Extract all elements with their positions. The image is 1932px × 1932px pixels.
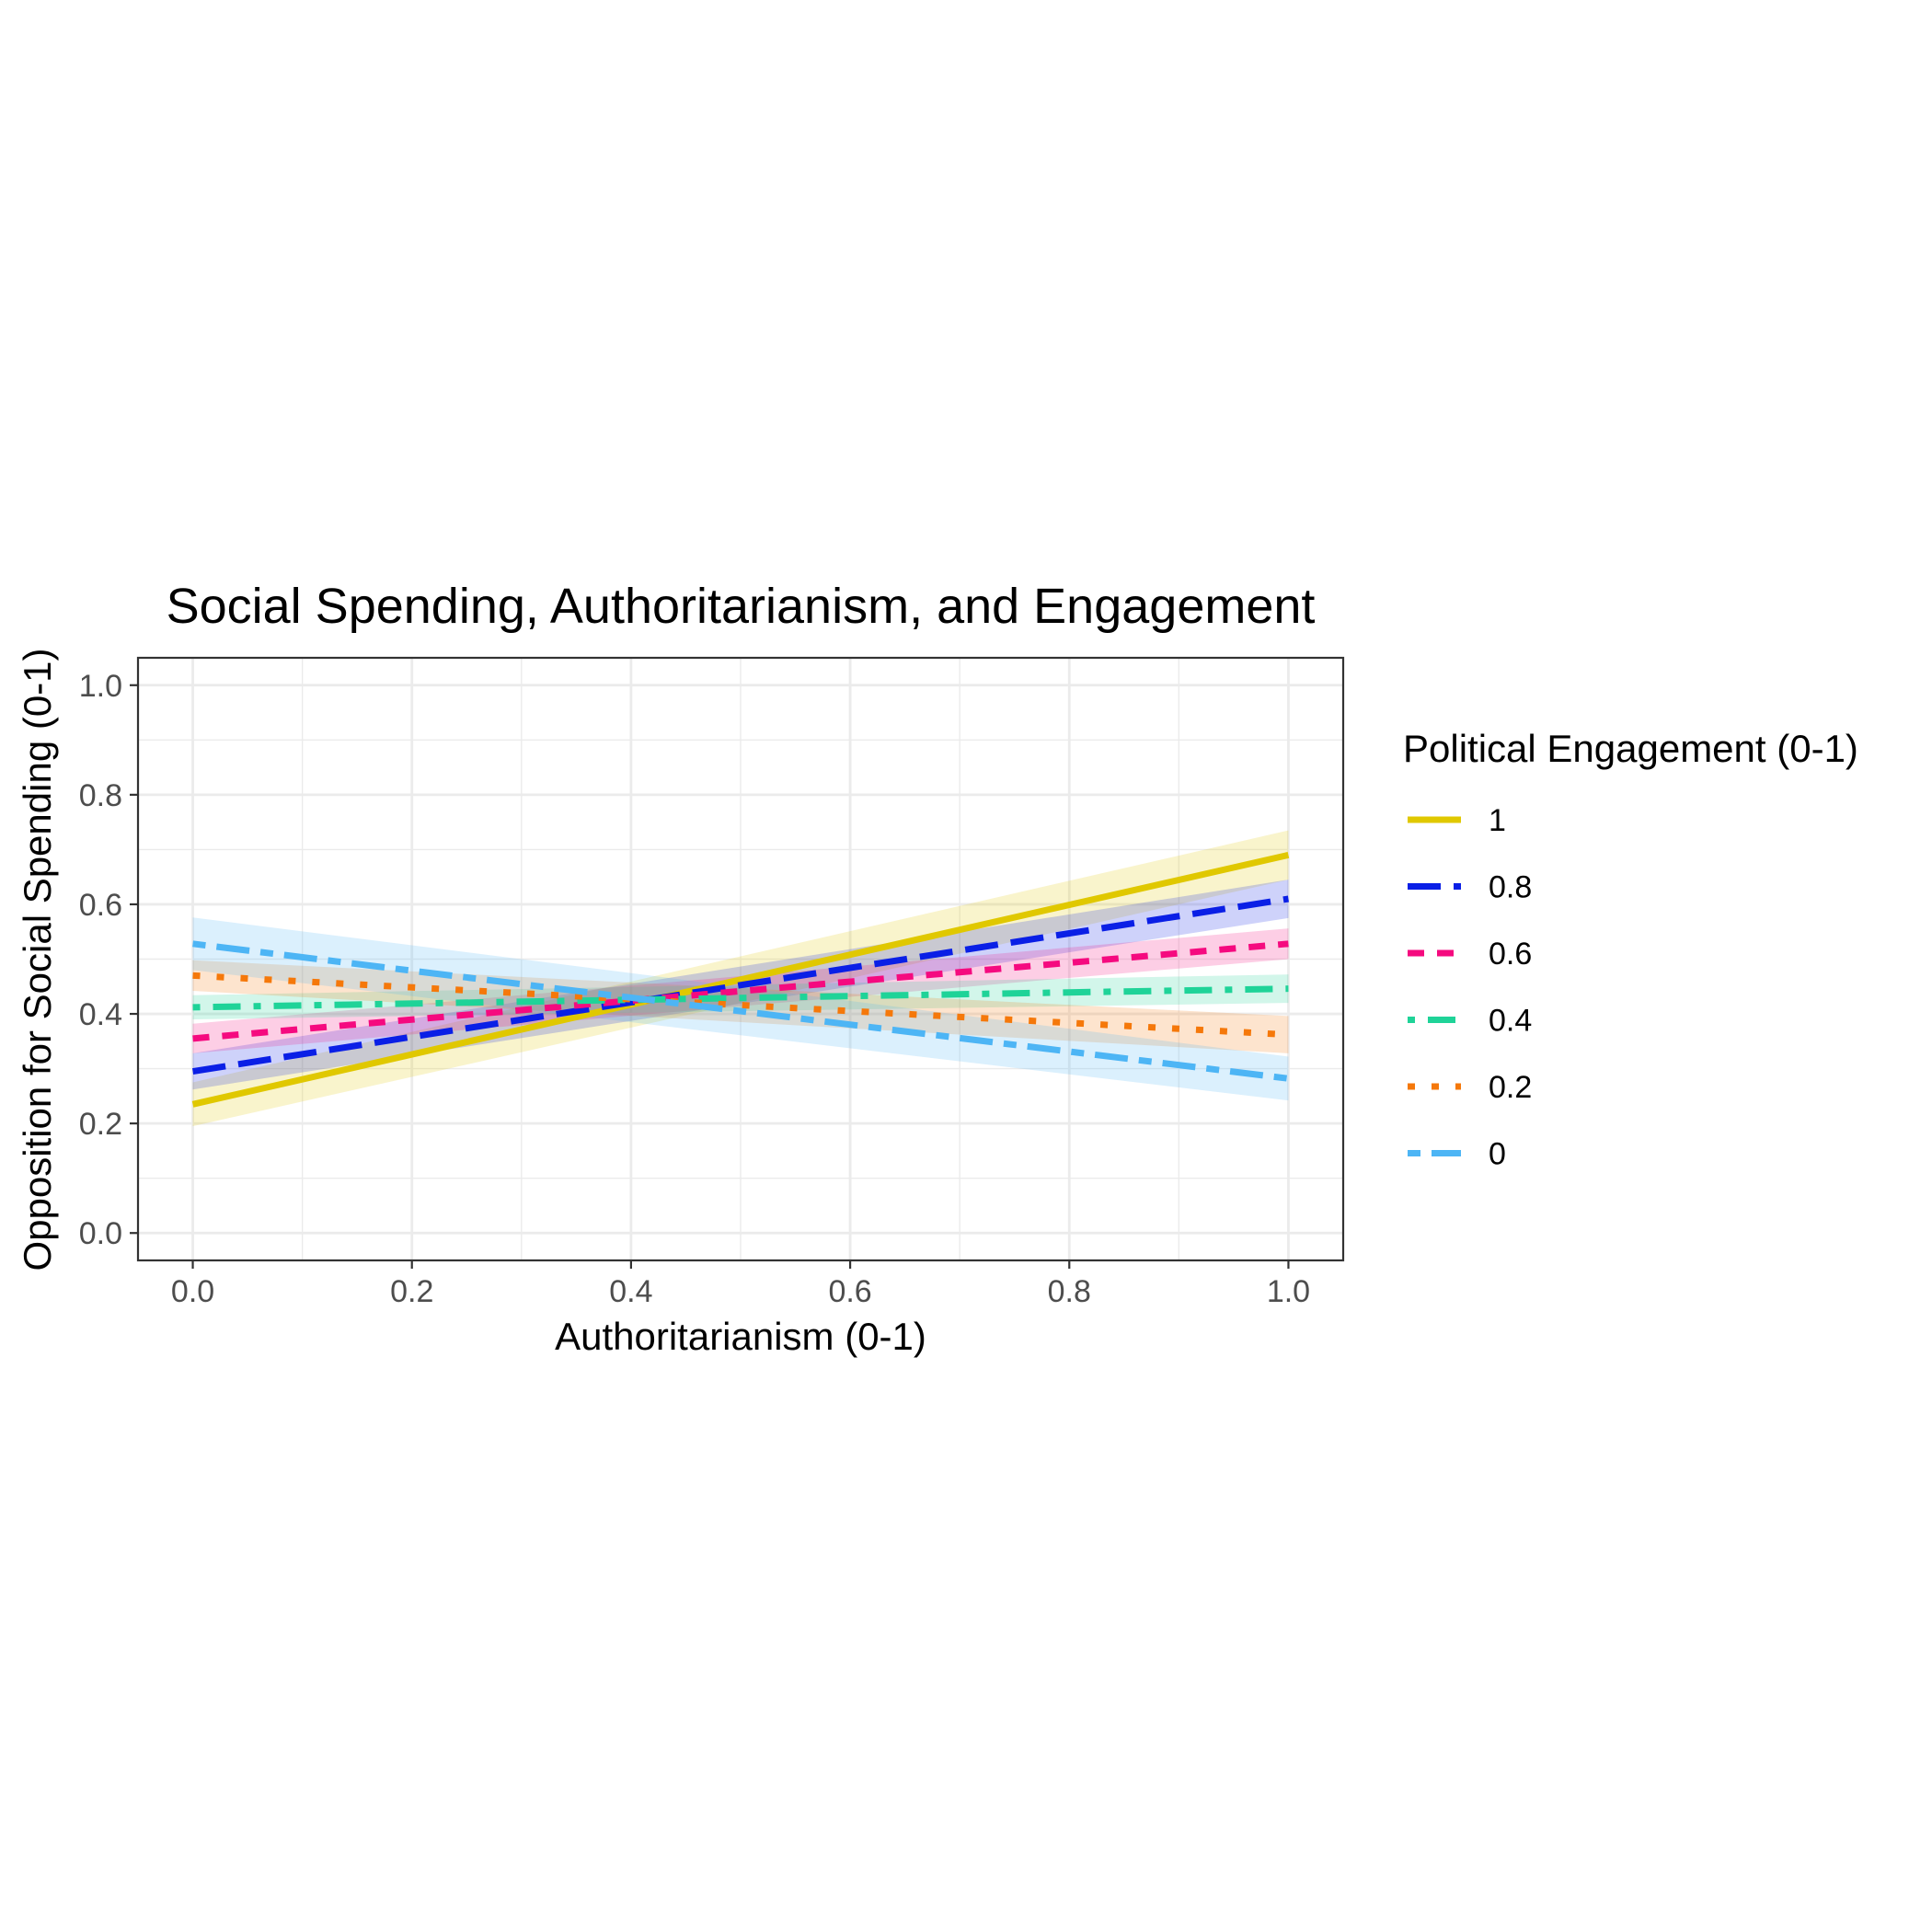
- x-tick-label: 0.8: [1048, 1274, 1091, 1309]
- legend-label: 1: [1489, 803, 1506, 838]
- y-axis-title: Opposition for Social Spending (0-1): [16, 648, 59, 1271]
- chart-title: Social Spending, Authoritarianism, and E…: [167, 579, 1316, 634]
- y-tick-label: 0.2: [79, 1107, 122, 1142]
- series-line-3: [192, 985, 1289, 1011]
- x-axis-title: Authoritarianism (0-1): [555, 1315, 926, 1358]
- x-tick-label: 0.6: [828, 1274, 871, 1309]
- y-tick-label: 0.6: [79, 888, 122, 923]
- y-tick-label: 0.8: [79, 778, 122, 813]
- legend-label: 0.8: [1489, 870, 1532, 905]
- legend-label: 0.4: [1489, 1004, 1532, 1039]
- series-line-5: [192, 940, 1289, 1082]
- series-line-2: [192, 940, 1289, 1042]
- legend-items: 1 0.8 0.6 0.4 0.2 0: [1408, 803, 1532, 1172]
- legend-label: 0.6: [1489, 937, 1532, 972]
- ci-ribbon-series-4: [192, 960, 1289, 1053]
- series-line-1: [192, 895, 1289, 1075]
- legend-title: Political Engagement (0-1): [1403, 727, 1858, 770]
- plot-panel: [136, 656, 1345, 1262]
- plot-border: [136, 656, 1345, 1262]
- series-line-4: [192, 972, 1289, 1039]
- y-tick-label: 0.0: [79, 1216, 122, 1251]
- legend: Political Engagement (0-1) 1 0.8 0.6 0.4 0.2…: [1403, 727, 1858, 1172]
- x-axis: 0.0 0.2 0.4 0.6 0.8 1.0: [171, 1260, 1310, 1309]
- legend-label: 0: [1489, 1137, 1506, 1172]
- series-lines: [191, 851, 1290, 1108]
- ci-ribbon-series-2: [192, 928, 1289, 1053]
- y-axis: 0.0 0.2 0.4 0.6 0.8 1.0: [79, 669, 138, 1251]
- y-tick-label: 0.4: [79, 997, 122, 1032]
- x-tick-label: 0.2: [390, 1274, 433, 1309]
- series-line-0: [191, 851, 1290, 1108]
- y-tick-label: 1.0: [79, 669, 122, 704]
- x-tick-label: 0.0: [171, 1274, 214, 1309]
- x-tick-label: 1.0: [1267, 1274, 1310, 1309]
- x-tick-label: 0.4: [609, 1274, 652, 1309]
- legend-label: 0.2: [1489, 1070, 1532, 1105]
